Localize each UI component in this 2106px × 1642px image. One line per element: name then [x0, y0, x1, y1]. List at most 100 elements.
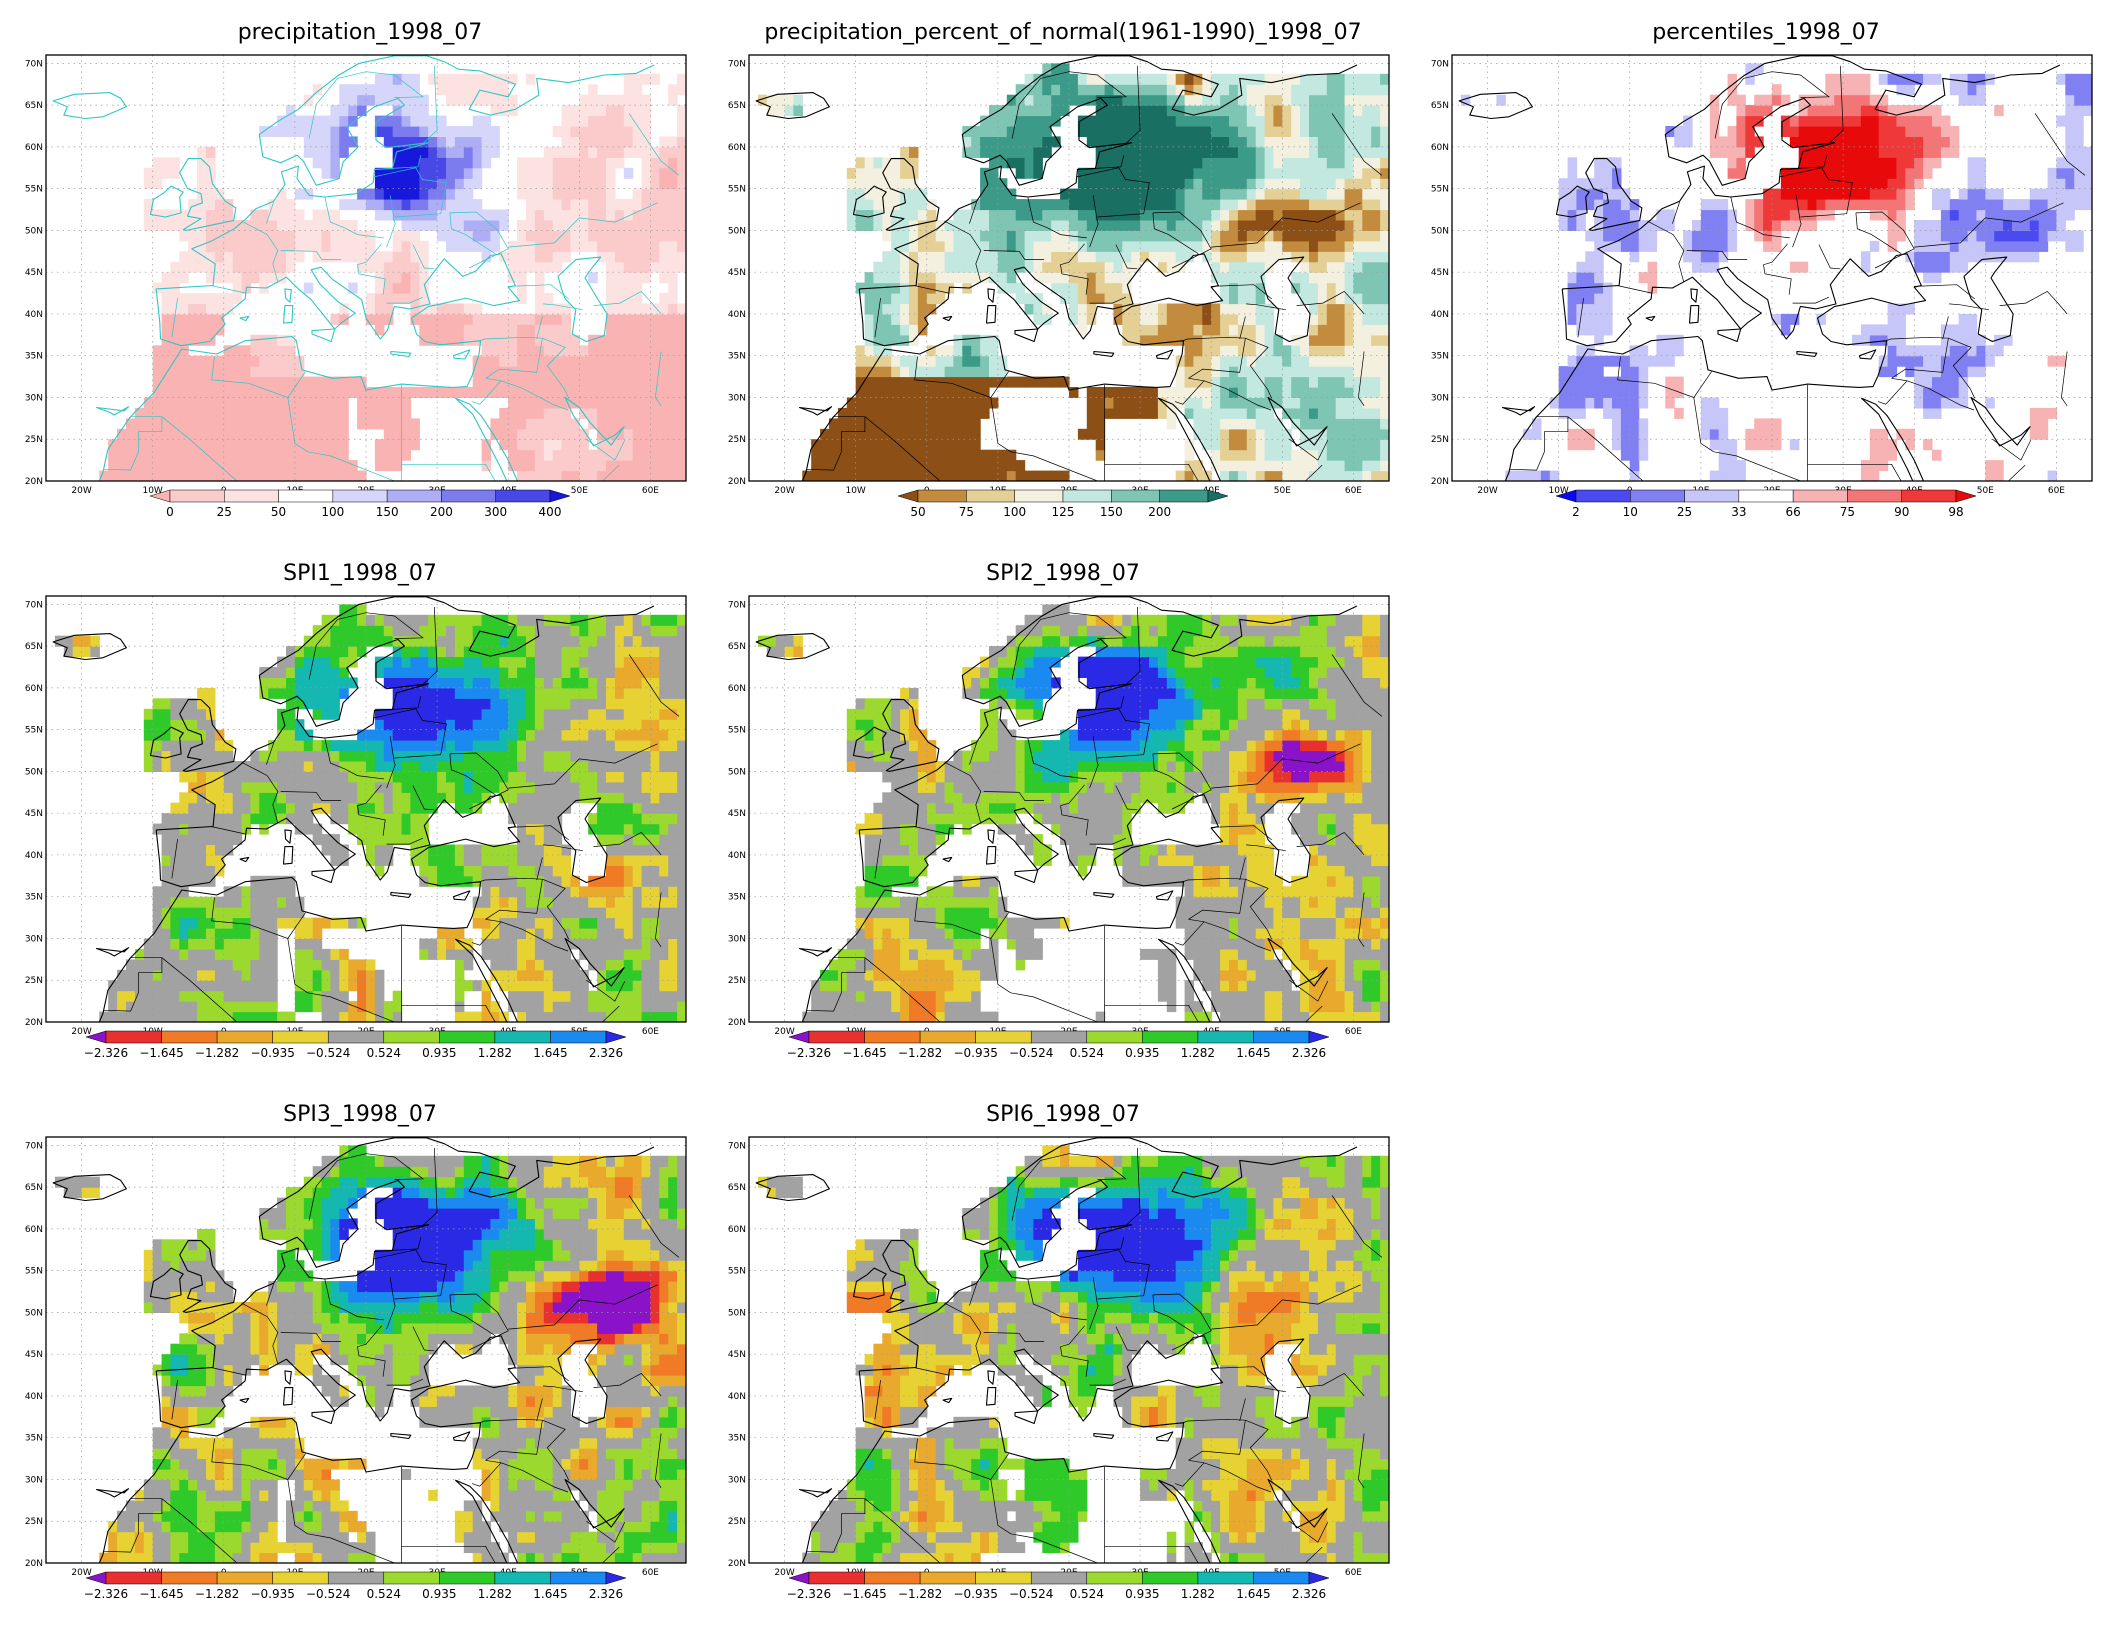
colorbar-tick-label: −1.645 [139, 1046, 183, 1060]
lat-label: 60N [1431, 143, 1449, 153]
colorbar-swatch [920, 1572, 976, 1584]
colorbar-tick-label: 200 [430, 505, 453, 519]
lat-label: 55N [728, 185, 746, 195]
colorbar-swatch [217, 1031, 273, 1043]
lat-label: 65N [728, 1183, 746, 1193]
lat-label: 45N [728, 1350, 746, 1360]
lat-label: 30N [25, 393, 43, 403]
colorbar-arrow-high [1309, 1572, 1329, 1584]
colorbar-tick-label: 66 [1786, 505, 1801, 519]
colorbar-swatch [865, 1031, 921, 1043]
lat-label: 30N [25, 1475, 43, 1485]
colorbar-tick-label: −0.935 [953, 1587, 997, 1601]
lat-label: 45N [728, 809, 746, 819]
colorbar-swatch [1793, 490, 1847, 502]
colorbar-tick-label: −2.326 [787, 1587, 831, 1601]
colorbar-arrow-high [550, 490, 570, 502]
lat-label: 60N [25, 684, 43, 694]
lat-label: 55N [25, 185, 43, 195]
map-figure: 70N65N60N55N50N45N40N35N30N25N20N20W10W0… [20, 561, 700, 1081]
colorbar-tick-label: 0 [166, 505, 174, 519]
colorbar-swatch [976, 1572, 1032, 1584]
lat-label: 50N [25, 1308, 43, 1318]
lat-label: 70N [25, 59, 43, 69]
lat-label: 25N [728, 435, 746, 445]
colorbar-tick-label: −1.645 [842, 1046, 886, 1060]
colorbar-swatch [162, 1031, 218, 1043]
colorbar-swatch [1198, 1031, 1254, 1043]
lat-label: 40N [1431, 310, 1449, 320]
colorbar-tick-label: 25 [217, 505, 232, 519]
colorbar-tick-label: 75 [1840, 505, 1855, 519]
colorbar-swatch [279, 490, 333, 502]
map-figure: 70N65N60N55N50N45N40N35N30N25N20N20W10W0… [723, 20, 1403, 540]
lat-label: 25N [25, 435, 43, 445]
colorbar-swatch [106, 1031, 162, 1043]
lat-label: 60N [728, 684, 746, 694]
colorbar-swatch [439, 1031, 495, 1043]
colorbar-swatch [1142, 1031, 1198, 1043]
colorbar-swatch [441, 490, 495, 502]
colorbar-tick-label: 300 [484, 505, 507, 519]
field-layer [99, 74, 686, 482]
colorbar-tick-label: 0.935 [1125, 1046, 1159, 1060]
colorbar-tick-label: −0.935 [250, 1587, 294, 1601]
colorbar-tick-label: 150 [376, 505, 399, 519]
colorbar-swatch [1253, 1572, 1309, 1584]
colorbar-swatch [328, 1572, 384, 1584]
colorbar-swatch [1253, 1031, 1309, 1043]
colorbar-swatch [328, 1031, 384, 1043]
colorbar-tick-label: 75 [959, 505, 974, 519]
colorbar-swatch [1739, 490, 1793, 502]
lat-label: 60N [728, 143, 746, 153]
lat-label: 50N [728, 226, 746, 236]
lat-label: 45N [25, 809, 43, 819]
lat-label: 60N [25, 143, 43, 153]
colorbar-swatch [1087, 1031, 1143, 1043]
colorbar-tick-label: 50 [910, 505, 925, 519]
colorbar-tick-label: 50 [271, 505, 286, 519]
colorbar-swatch [1063, 490, 1111, 502]
lat-label: 35N [728, 893, 746, 903]
colorbar-tick-label: 1.645 [1236, 1046, 1270, 1060]
lat-label: 65N [1431, 101, 1449, 111]
lon-label: 10W [845, 486, 865, 496]
lat-label: 40N [25, 851, 43, 861]
lat-label: 30N [25, 934, 43, 944]
colorbar-arrow-high [606, 1572, 626, 1584]
colorbar-tick-label: 1.282 [1181, 1046, 1215, 1060]
graticule [1452, 55, 2092, 481]
colorbar-swatch [1087, 1572, 1143, 1584]
lon-label: 20W [774, 1027, 794, 1037]
colorbar-tick-label: 0.935 [422, 1046, 456, 1060]
colorbar-tick-label: −0.524 [1009, 1046, 1053, 1060]
lat-label: 50N [25, 767, 43, 777]
colorbar-arrow-low [898, 490, 918, 502]
colorbar-swatch [217, 1572, 273, 1584]
lat-label: 60N [728, 1225, 746, 1235]
lat-label: 45N [728, 268, 746, 278]
colorbar-swatch [1685, 490, 1739, 502]
colorbar-swatch [1142, 1572, 1198, 1584]
colorbar-arrow-high [606, 1031, 626, 1043]
lon-label: 60E [642, 1027, 659, 1037]
lat-label: 30N [728, 393, 746, 403]
colorbar-swatch [1160, 490, 1208, 502]
colorbar-tick-label: −1.282 [898, 1587, 942, 1601]
lat-label: 20N [25, 1018, 43, 1028]
lat-label: 45N [25, 1350, 43, 1360]
map-panel-percent-of-normal: precipitation_percent_of_normal(1961-199… [723, 20, 1403, 560]
map-figure: 70N65N60N55N50N45N40N35N30N25N20N20W10W0… [723, 561, 1403, 1081]
lon-label: 60E [2048, 486, 2065, 496]
map-figure: 70N65N60N55N50N45N40N35N30N25N20N20W10W0… [20, 20, 700, 540]
colorbar-swatch [333, 490, 387, 502]
colorbar-swatch [439, 1572, 495, 1584]
colorbar-swatch [1576, 490, 1630, 502]
lat-label: 70N [25, 1141, 43, 1151]
lat-label: 25N [728, 976, 746, 986]
lon-label: 60E [642, 486, 659, 496]
lat-label: 65N [728, 101, 746, 111]
